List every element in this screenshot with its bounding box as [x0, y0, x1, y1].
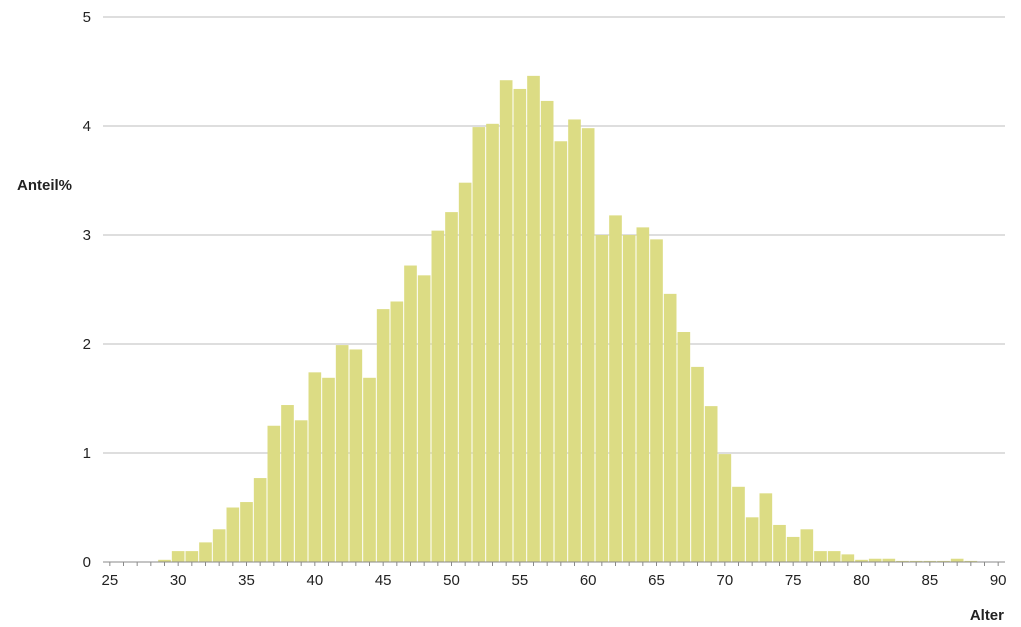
- histogram-bar: [308, 372, 322, 562]
- x-tick-label: 55: [511, 572, 528, 589]
- y-tick-label: 4: [83, 118, 91, 135]
- histogram-bar: [841, 554, 855, 562]
- grid-layer: [103, 16, 1005, 563]
- histogram-bar: [267, 425, 281, 562]
- histogram-bar: [732, 486, 745, 562]
- histogram-bar: [581, 128, 595, 562]
- x-tick-label: 75: [785, 572, 802, 589]
- histogram-bar: [937, 560, 950, 562]
- x-tick-label: 65: [648, 572, 665, 589]
- histogram-bar: [499, 80, 513, 562]
- histogram-bar: [158, 559, 171, 562]
- histogram-bar: [445, 212, 458, 563]
- x-tick-label: 30: [170, 572, 187, 589]
- histogram-bar: [458, 182, 472, 562]
- histogram-bar: [376, 309, 390, 562]
- x-tick-label: 40: [306, 572, 323, 589]
- x-tick-label: 85: [921, 572, 938, 589]
- histogram-bar: [950, 558, 964, 562]
- histogram-bar: [896, 560, 909, 562]
- histogram-bar: [691, 366, 704, 562]
- histogram-bar: [800, 529, 814, 562]
- y-tick-label: 2: [83, 336, 91, 353]
- y-tick-label: 3: [83, 227, 91, 244]
- histogram-bar: [404, 265, 417, 562]
- histogram-bar: [663, 293, 677, 562]
- histogram-bar: [171, 551, 185, 562]
- histogram-bar: [486, 123, 499, 562]
- histogram-bar: [431, 230, 445, 562]
- histogram-bar: [199, 542, 212, 562]
- histogram-bar: [527, 75, 540, 563]
- y-tick-label: 5: [83, 9, 91, 26]
- histogram-bar: [281, 405, 294, 562]
- x-tick-label: 35: [238, 572, 255, 589]
- histogram-bar: [253, 478, 267, 562]
- histogram-bar: [814, 551, 827, 562]
- histogram-bar: [363, 377, 376, 562]
- histogram-bar: [609, 215, 622, 562]
- histogram-bar: [677, 332, 691, 562]
- histogram-bar: [417, 275, 431, 562]
- x-tick-label: 45: [375, 572, 392, 589]
- histogram-bar: [322, 377, 335, 562]
- histogram-bar: [513, 88, 527, 562]
- histogram-bar: [568, 119, 581, 563]
- x-tick-label: 70: [716, 572, 733, 589]
- histogram-bar: [472, 127, 486, 562]
- histogram-bar: [759, 493, 773, 562]
- histogram-bar: [882, 558, 896, 562]
- y-tick-label: 1: [83, 445, 91, 462]
- x-tick-label: 25: [101, 572, 118, 589]
- histogram-bar: [622, 235, 636, 562]
- x-tick-label: 90: [990, 572, 1007, 589]
- x-tick-label: 60: [580, 572, 597, 589]
- histogram-bar: [855, 559, 868, 562]
- histogram-bar: [554, 141, 568, 562]
- histogram-bar: [349, 349, 363, 562]
- bar-layer: [158, 75, 978, 563]
- histogram-bar: [827, 551, 841, 562]
- histogram-bar: [240, 502, 253, 562]
- histogram-bar: [868, 558, 882, 562]
- histogram-bar: [923, 560, 937, 562]
- x-tick-label: 50: [443, 572, 460, 589]
- histogram-bar: [212, 529, 226, 562]
- y-tick-label: 0: [83, 554, 91, 571]
- y-axis-title: Anteil%: [17, 177, 72, 194]
- histogram-bar: [786, 536, 800, 562]
- histogram-bar: [745, 517, 759, 562]
- histogram-bar: [335, 345, 349, 562]
- histogram-bar: [636, 227, 650, 562]
- histogram-bar: [595, 235, 609, 562]
- histogram-bar: [185, 551, 199, 562]
- histogram-bar: [540, 100, 554, 563]
- x-tick-label: 80: [853, 572, 870, 589]
- histogram-bar: [294, 420, 308, 562]
- histogram-bar: [718, 454, 732, 562]
- histogram-bar: [964, 560, 978, 562]
- histogram-bar: [704, 406, 718, 562]
- histogram-bar: [226, 507, 240, 562]
- histogram-bar: [773, 524, 786, 562]
- histogram-bar: [390, 301, 404, 562]
- histogram-bar: [909, 560, 923, 562]
- x-axis-title: Alter: [970, 607, 1004, 622]
- histogram-bar: [650, 239, 663, 563]
